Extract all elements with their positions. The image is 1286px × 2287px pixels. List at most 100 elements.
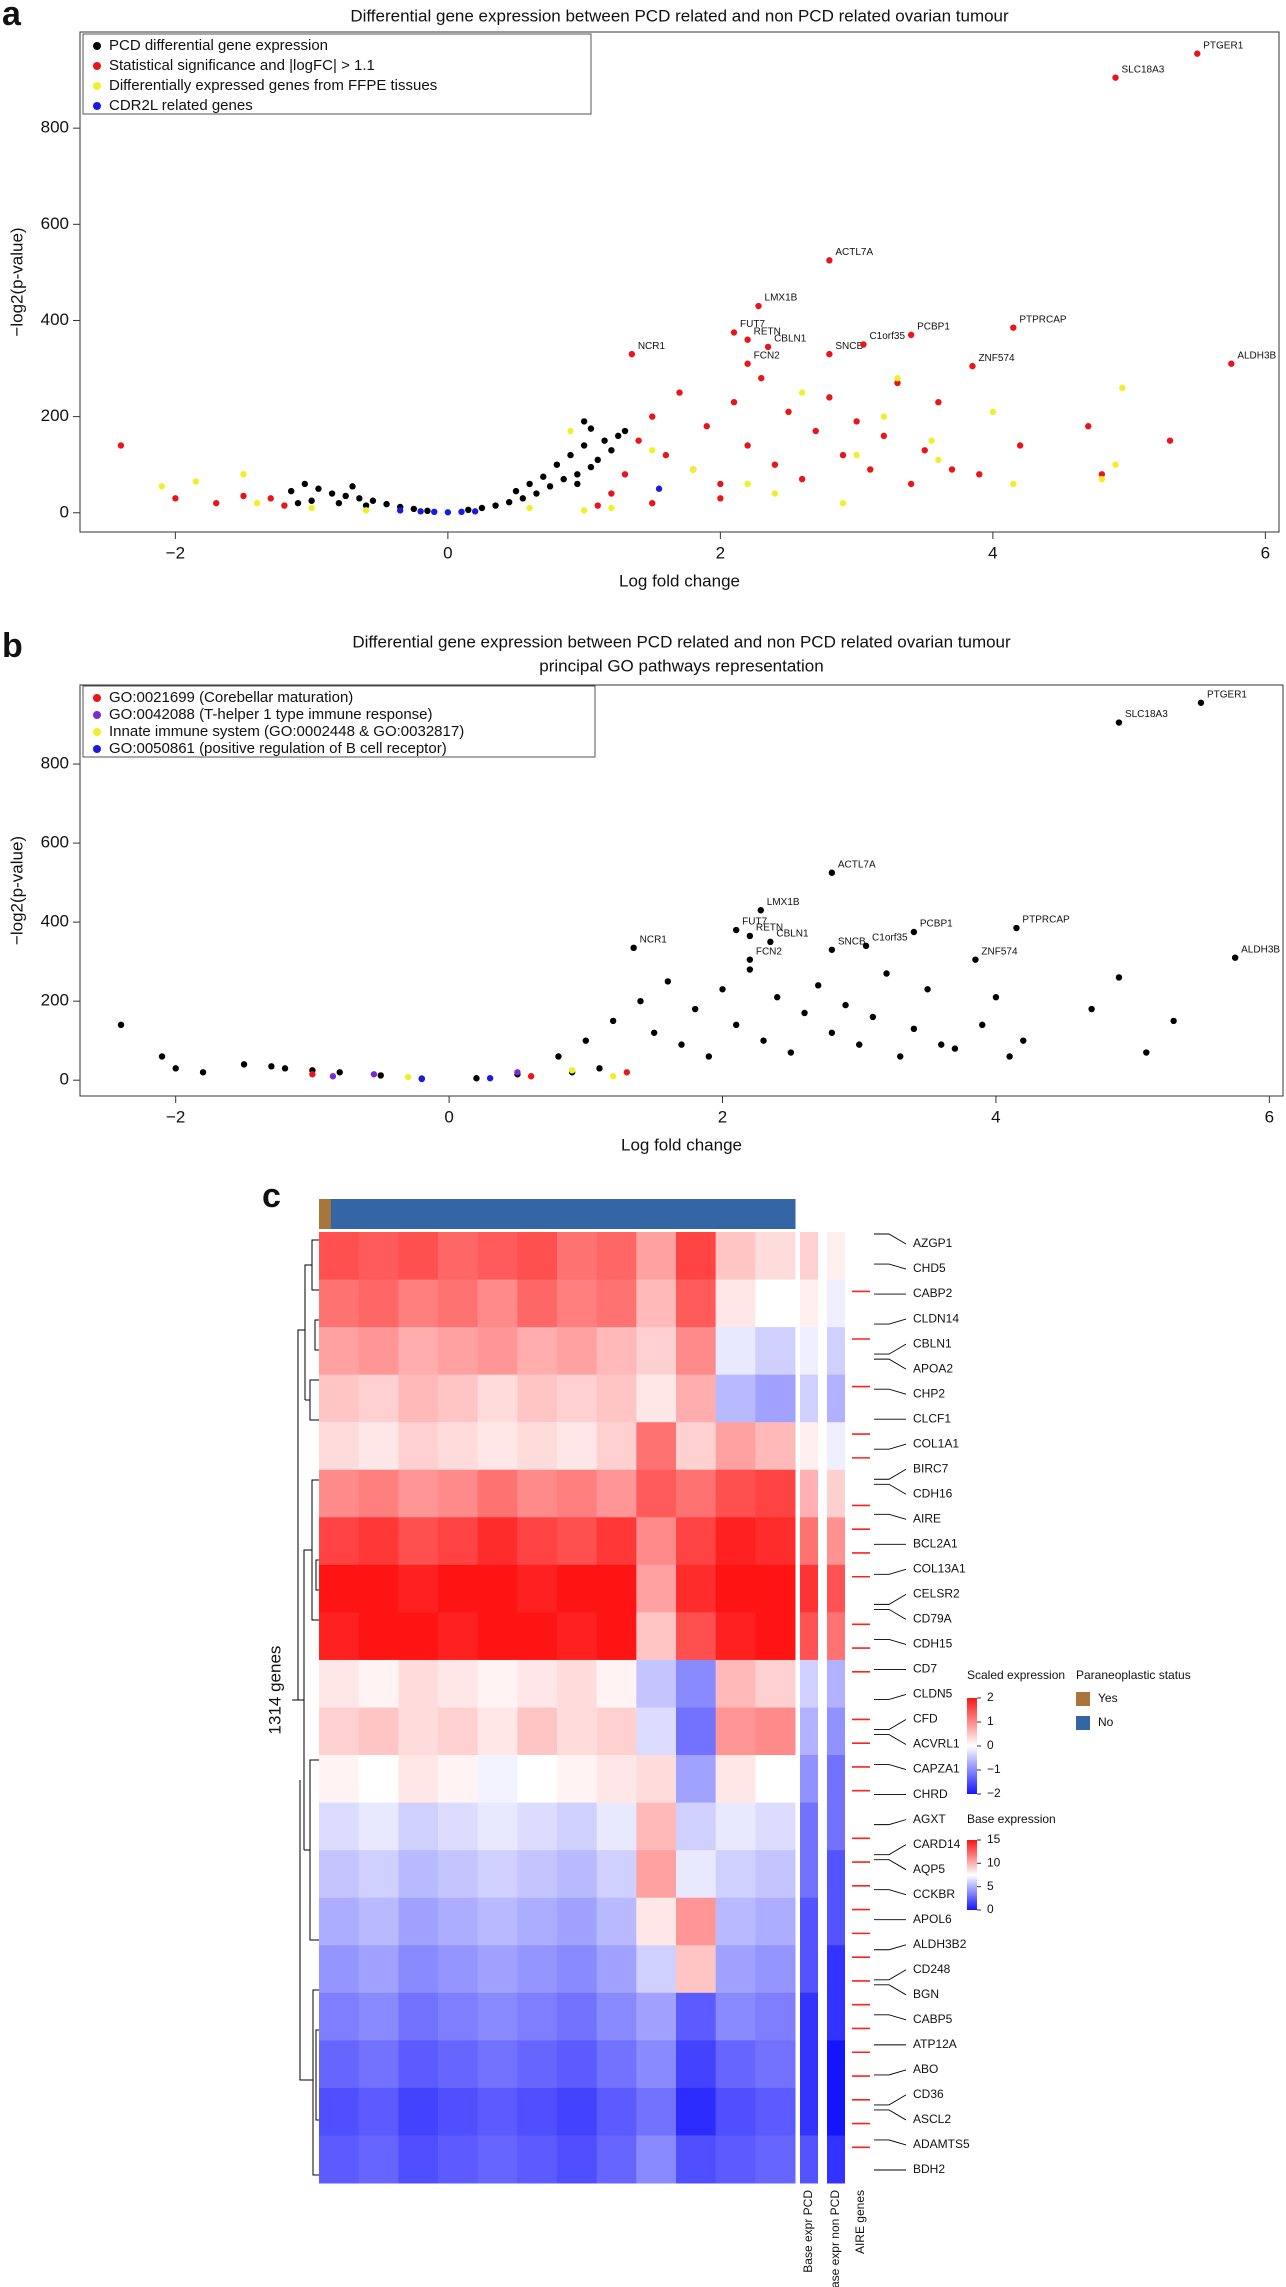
legend-marker	[93, 42, 101, 50]
heatmap-cell	[438, 1802, 479, 1851]
point	[553, 461, 561, 468]
point	[637, 997, 644, 1005]
base-cell	[827, 1659, 845, 1708]
heatmap-cell	[358, 1850, 399, 1899]
status-cell	[652, 1199, 665, 1229]
heatmap-cell	[358, 1327, 399, 1376]
point	[614, 432, 622, 440]
heatmap-cell	[636, 1232, 677, 1281]
gene-label: ASCL2	[913, 2112, 951, 2126]
point	[623, 1069, 631, 1076]
colorbar-tick-label: −1	[987, 1762, 1001, 1776]
point	[1194, 50, 1201, 57]
status-cell	[604, 1199, 617, 1229]
heatmap-cell	[676, 1659, 717, 1708]
gene-connector	[874, 1734, 907, 1745]
heatmap-cell	[517, 1279, 558, 1328]
point	[992, 994, 1000, 1001]
point	[309, 1071, 316, 1078]
point-label: ZNF574	[981, 946, 1018, 957]
point	[746, 932, 754, 940]
point	[117, 1021, 125, 1029]
gene-label: AZGP1	[913, 1236, 953, 1250]
heatmap-cell	[596, 1945, 637, 1994]
point	[471, 508, 479, 515]
point	[880, 432, 888, 440]
heatmap-cell	[319, 1232, 360, 1281]
panel-letter: b	[2, 627, 23, 665]
base-cell	[800, 1612, 818, 1661]
status-cell	[664, 1199, 677, 1229]
point	[1115, 974, 1123, 981]
legend-marker	[93, 711, 101, 719]
heatmap-cell	[596, 1232, 637, 1281]
point	[1112, 461, 1119, 468]
status-cell	[509, 1199, 522, 1229]
heatmap-cell	[715, 1850, 756, 1899]
base-cell	[800, 1707, 818, 1756]
point	[655, 485, 663, 492]
point	[240, 471, 247, 478]
heatmap-cell	[517, 1945, 558, 1994]
gene-label: CLCF1	[913, 1411, 951, 1425]
heatmap-cell	[477, 1802, 518, 1851]
point	[773, 994, 781, 1001]
point	[349, 483, 356, 490]
point-label: PCBP1	[920, 919, 953, 930]
point	[785, 408, 792, 416]
x-tick-label: 0	[444, 1107, 453, 1126]
gene-connector	[874, 1608, 907, 1620]
heatmap-cell	[358, 1232, 399, 1281]
gene-connector	[874, 1969, 907, 1981]
status-cell	[640, 1199, 653, 1229]
gene-label: CBLN1	[913, 1336, 952, 1350]
point	[1119, 384, 1126, 391]
status-cell	[687, 1199, 701, 1229]
heatmap-cell	[438, 1897, 479, 1946]
heatmap-cell	[517, 1850, 558, 1899]
heatmap-cell	[636, 1755, 677, 1804]
point	[1115, 719, 1123, 726]
status-swatch	[1076, 1692, 1090, 1706]
point	[732, 1021, 740, 1029]
heatmap-cell	[676, 1897, 717, 1946]
point	[383, 500, 390, 508]
heatmap-cell	[398, 1327, 439, 1376]
base-cell	[800, 1802, 818, 1851]
heatmap-cell	[557, 1802, 598, 1851]
heatmap-cell	[755, 1755, 796, 1804]
status-cell	[402, 1199, 415, 1229]
point	[664, 978, 672, 985]
heatmap-cell	[636, 2135, 677, 2184]
x-tick-label: 6	[1265, 1107, 1274, 1126]
point	[746, 956, 754, 963]
point	[828, 1029, 836, 1036]
point	[860, 341, 867, 348]
point	[787, 1049, 795, 1056]
heatmap-cell	[636, 1517, 677, 1566]
gene-label: APOA2	[913, 1361, 953, 1375]
point	[512, 487, 520, 495]
heatmap-cell	[676, 1850, 717, 1899]
heatmap-cell	[517, 1659, 558, 1708]
heatmap-cell	[676, 1517, 717, 1566]
point	[869, 1013, 877, 1021]
point	[267, 495, 274, 502]
point	[839, 499, 847, 507]
colorbar-tick-label: 15	[987, 1832, 1001, 1846]
heatmap-cell	[358, 1992, 399, 2041]
heatmap-cell	[676, 1802, 717, 1851]
status-cell	[414, 1199, 427, 1229]
point-label: ACTL7A	[835, 247, 873, 258]
point	[396, 507, 404, 514]
heatmap-cell	[319, 1992, 360, 2041]
point	[910, 1025, 918, 1033]
point	[1170, 1017, 1177, 1025]
heatmap-cell	[557, 1992, 598, 2041]
heatmap-cell	[517, 1469, 558, 1518]
base-cell	[800, 1232, 818, 1281]
heatmap-cell	[676, 1707, 717, 1756]
heatmap-cell	[398, 1564, 439, 1613]
point	[628, 350, 636, 358]
point	[771, 461, 779, 468]
